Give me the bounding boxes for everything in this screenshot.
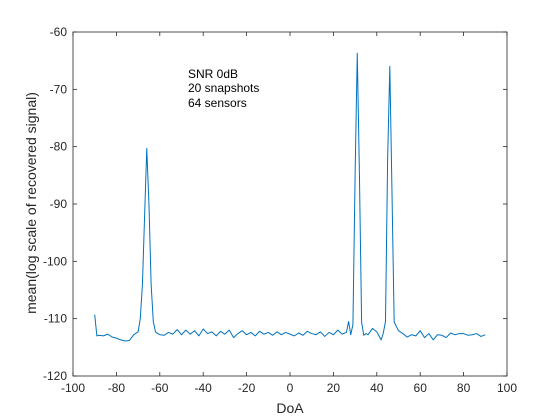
series-line-0 bbox=[94, 52, 486, 342]
x-tick-label: -100 bbox=[61, 381, 85, 395]
y-tick-label: -100 bbox=[43, 254, 67, 268]
x-tick-label: 100 bbox=[497, 381, 517, 395]
y-tick-label: -80 bbox=[50, 140, 68, 154]
x-tick-label: -80 bbox=[108, 381, 126, 395]
x-tick-label: 20 bbox=[327, 381, 341, 395]
x-tick-label: -40 bbox=[195, 381, 213, 395]
plot-frame bbox=[72, 31, 508, 377]
y-tick-label: -90 bbox=[50, 197, 68, 211]
y-tick-label: -120 bbox=[43, 369, 67, 383]
y-tick-label: -70 bbox=[50, 82, 68, 96]
x-tick-label: 40 bbox=[370, 381, 384, 395]
y-tick-label: -110 bbox=[44, 312, 67, 326]
x-tick-label: 80 bbox=[457, 381, 471, 395]
x-axis: -100 -80 -60 -40 -20 0 20 40 60 80 100 bbox=[61, 32, 517, 395]
x-axis-label: DoA bbox=[276, 400, 304, 416]
x-tick-label: 60 bbox=[414, 381, 428, 395]
x-tick-label: -20 bbox=[238, 381, 256, 395]
y-axis-label: mean(log scale of recovered signal) bbox=[23, 92, 39, 314]
y-axis: -120 -110 -100 -90 -80 -70 -60 bbox=[43, 25, 507, 383]
plot-area bbox=[72, 31, 508, 377]
annotation-line-2: 20 snapshots bbox=[188, 81, 259, 95]
x-tick-label: 0 bbox=[287, 381, 294, 395]
annotation-line-1: SNR 0dB bbox=[188, 67, 238, 81]
x-tick-label: -60 bbox=[151, 381, 169, 395]
annotation-line-3: 64 sensors bbox=[188, 96, 247, 110]
series-layer bbox=[94, 52, 486, 342]
y-tick-label: -60 bbox=[50, 25, 68, 39]
